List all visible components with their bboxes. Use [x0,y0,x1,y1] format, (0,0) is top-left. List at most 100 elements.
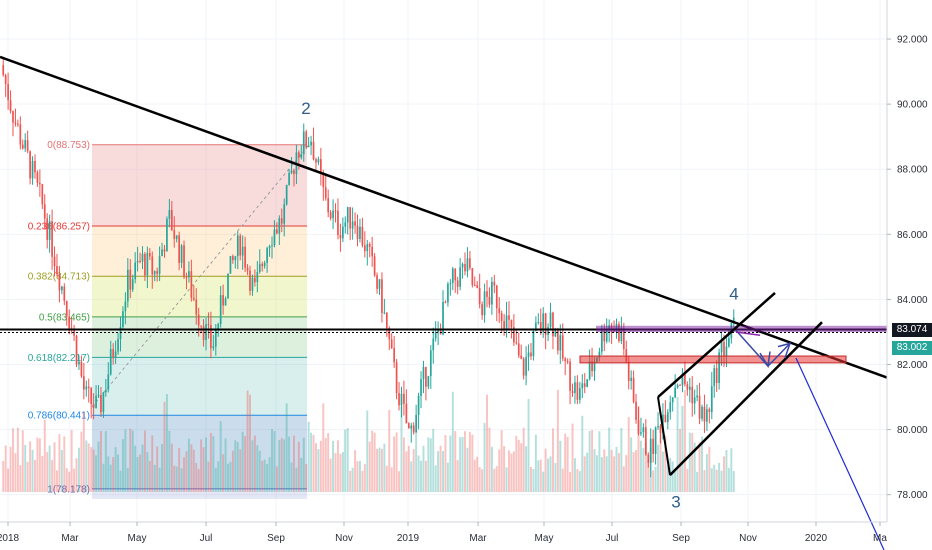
volume-bar [534,434,537,492]
volume-bar [2,461,5,492]
candle-body [170,210,173,231]
volume-bar [21,430,24,492]
volume-bar [390,467,393,492]
volume-bar [715,469,718,492]
volume-bar [68,471,71,492]
candle-body [669,402,672,413]
volume-bar [158,467,161,492]
volume-bar [134,445,137,492]
volume-bar [73,468,76,492]
candle-body [395,362,398,394]
candle-body [422,367,425,380]
candle-body [104,389,107,393]
candle-body [180,245,183,263]
volume-bar [258,450,261,492]
candle-body [324,187,327,198]
candle-body [51,221,53,257]
volume-bar [236,442,239,492]
candle-body [728,338,730,347]
candle-body [666,412,669,423]
volume-bar [19,465,22,492]
candle-body [46,218,49,240]
volume-bar [461,437,464,492]
time-tick-label: 2018 [0,533,20,544]
time-tick-label: Mar [469,533,487,544]
candle-body [481,304,483,316]
volume-bar [701,436,703,492]
time-tick-label: Mar [61,533,79,544]
candle-body [664,414,667,423]
volume-bar [505,467,508,492]
price-tick-label: 90.000 [897,100,928,111]
time-axis[interactable]: 2018 Mar May Jul Sep Nov 2019 Mar May Jul Sep Nov 20… [0,522,887,544]
volume-bar [273,431,276,492]
candle-body [136,260,139,263]
volume-bar [63,436,66,492]
candle-body [129,269,132,290]
volume-bar [464,431,466,492]
candle-body [288,172,290,185]
candle-body [647,454,650,463]
candle-body [442,301,444,335]
volume-bar [490,446,493,492]
channel-upper-line [657,291,776,398]
candle-body [26,140,29,152]
candle-body [249,270,251,291]
candle-body [280,218,283,224]
candle-body [241,246,244,256]
candle-body [214,329,217,347]
volume-bar [659,434,662,492]
volume-bar [693,442,696,492]
volume-bar [591,429,594,492]
volume-bar [439,445,442,492]
candle-body [691,386,694,404]
volume-bar [595,455,598,492]
volume-bar [544,448,547,492]
candle-body [644,427,647,455]
candle-body [85,386,88,390]
candle-body [254,277,256,283]
volume-bar [224,438,227,492]
volume-bar [593,449,596,492]
volume-bar [380,448,383,492]
volume-bar [183,457,186,492]
candle-body [73,328,75,336]
candle-body [486,291,488,297]
volume-bar [427,437,430,492]
candle-body [236,235,239,257]
candle-body [444,301,447,303]
volume-bar [107,456,110,492]
volume-bar [7,468,10,492]
volume-bar [493,468,496,492]
support-zone [579,355,847,364]
volume-bar [141,444,144,492]
candle-body [432,338,435,351]
volume-bar [275,466,278,492]
volume-bar [373,432,376,492]
price-tick-label: 78.000 [897,490,928,501]
volume-bar [632,452,635,492]
volume-bar [290,462,293,492]
candle-body [493,281,496,286]
candle-body [508,315,510,320]
volume-bar [727,467,730,492]
volume-bar [124,429,127,492]
volume-bar [219,421,222,492]
candle-body [290,170,293,173]
wave-labels: 2 4 3 [301,99,738,512]
volume-bar [112,457,115,492]
volume-bar [527,398,530,492]
price-axis[interactable]: 92.000 90.000 88.000 86.000 84.000 82.000 80.0… [887,35,928,502]
volume-bar [80,431,83,492]
time-tick-label: Sep [672,533,690,544]
volume-bar [635,450,638,492]
candle-body [197,314,200,326]
candle-body [131,279,134,290]
volume-bar [288,436,291,492]
volume-bar [696,471,699,492]
candle-body [2,65,5,75]
trendline-drawings[interactable] [0,55,888,550]
volume-bar [454,431,457,492]
candle-body [151,256,154,275]
